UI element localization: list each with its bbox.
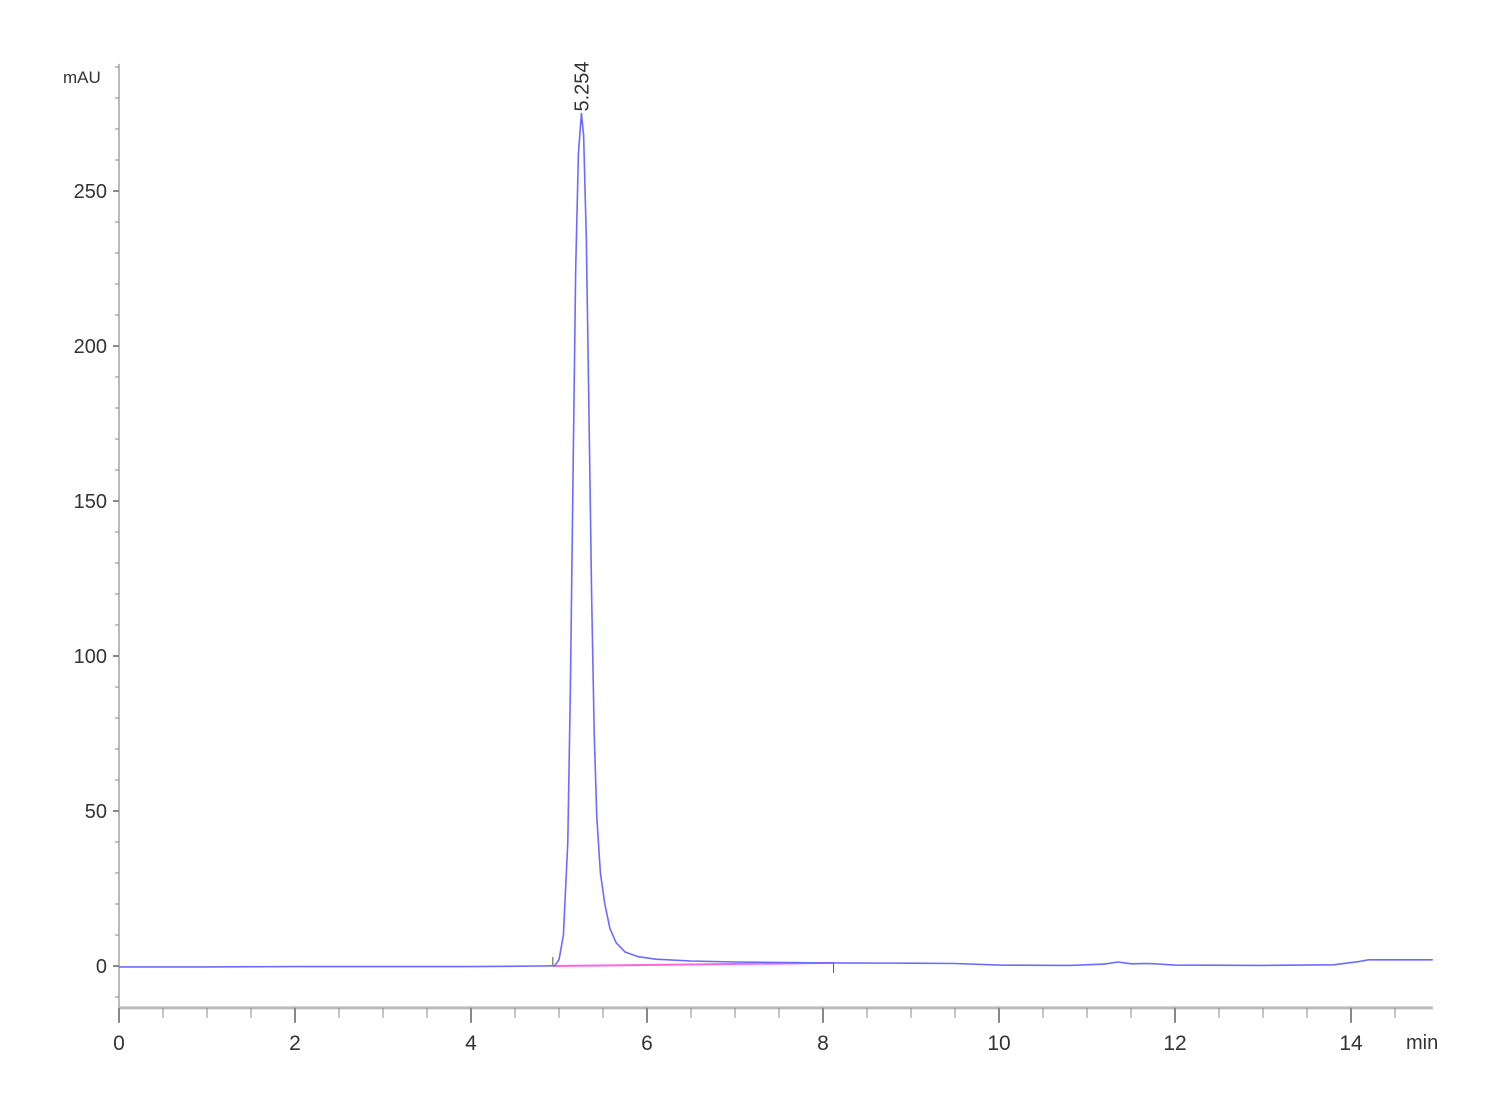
x-tick-label: 0 — [113, 1032, 125, 1055]
axes: 0 50 100 150 200 250 0 2 4 6 8 10 12 14 — [74, 63, 1433, 1055]
x-tick-label: 6 — [641, 1032, 653, 1055]
x-axis-label: min — [1406, 1032, 1438, 1054]
y-axis-label: mAU — [63, 68, 101, 87]
y-tick-label: 50 — [85, 801, 107, 823]
marks: 5.254 — [119, 61, 1433, 973]
x-tick-label: 4 — [465, 1032, 477, 1055]
peak-label: 5.254 — [571, 61, 593, 111]
y-tick-label: 150 — [74, 491, 107, 513]
y-tick-label: 200 — [74, 336, 107, 358]
integration-baseline — [552, 961, 834, 967]
x-tick-label: 2 — [289, 1032, 301, 1055]
x-tick-label: 8 — [817, 1032, 829, 1055]
y-tick-label: 0 — [96, 956, 107, 978]
signal-trace — [119, 112, 1433, 968]
x-tick-label: 12 — [1163, 1032, 1186, 1055]
x-tick-label: 14 — [1339, 1032, 1363, 1055]
y-tick-label: 100 — [74, 646, 107, 668]
x-tick-label: 10 — [987, 1032, 1010, 1055]
y-tick-label: 250 — [74, 181, 107, 203]
